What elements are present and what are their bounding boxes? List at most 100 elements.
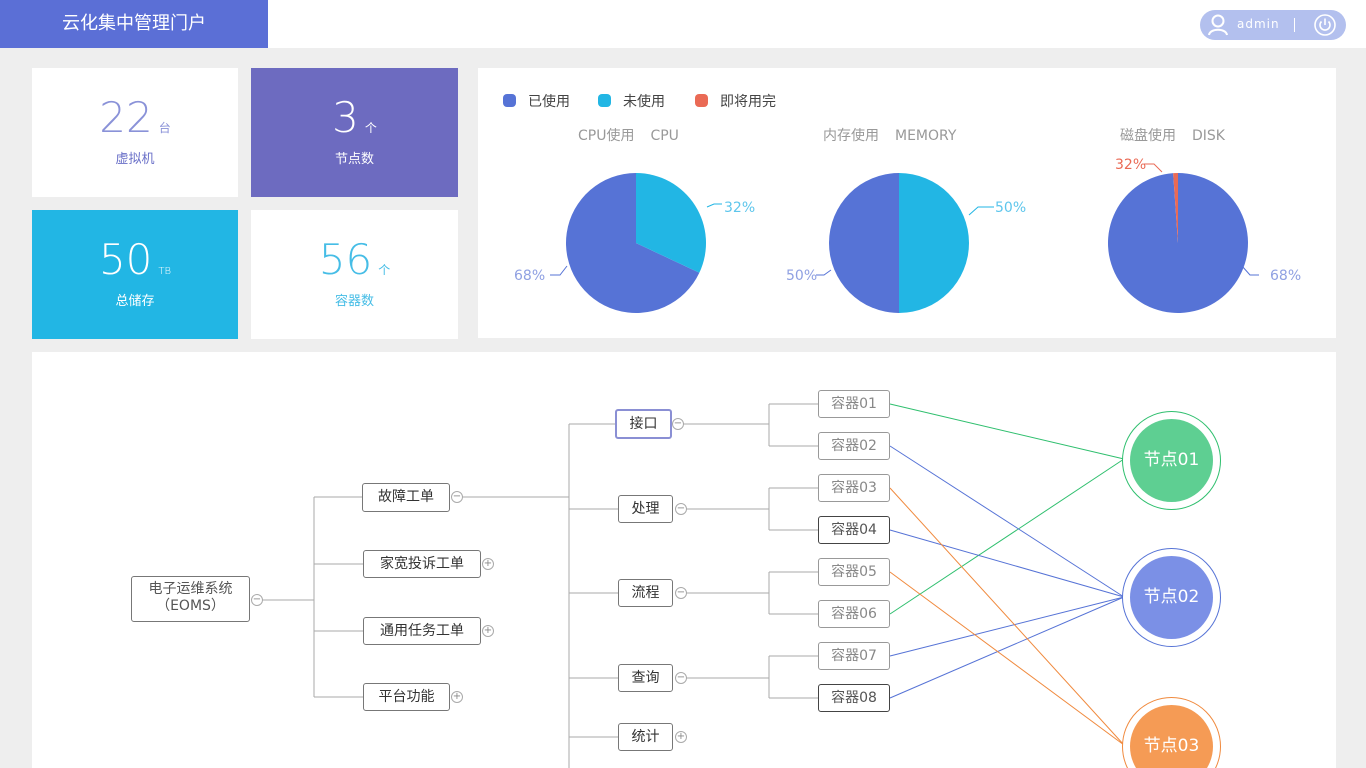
pie-title-disk: 磁盘使用 DISK: [1120, 125, 1225, 145]
host-node-02-label: 节点02: [1130, 556, 1213, 639]
link-green: [889, 403, 1125, 460]
pie-label-almost: 32%: [1115, 157, 1146, 173]
collapse-toggle[interactable]: −: [675, 503, 687, 515]
container-06[interactable]: 容器06: [818, 600, 890, 628]
stat-label: 总储存: [115, 294, 155, 309]
legend-almost[interactable]: 即将用完: [695, 91, 776, 111]
container-08[interactable]: 容器08: [818, 684, 890, 712]
host-node-01-label: 节点01: [1130, 419, 1213, 502]
host-node-03[interactable]: 节点03: [1122, 697, 1221, 768]
legend-swatch: [598, 94, 611, 107]
pie-leader-line: [816, 269, 832, 276]
pie-slice-used[interactable]: [1107, 173, 1248, 313]
legend-label: 未使用: [623, 94, 665, 110]
expand-toggle[interactable]: +: [482, 558, 494, 570]
pie-title-cn: CPU使用: [578, 128, 635, 144]
pie-slice-used[interactable]: [566, 173, 700, 314]
pie-title-en: MEMORY: [895, 128, 957, 144]
legend-label: 已使用: [528, 94, 570, 110]
tree-node-workflow[interactable]: 流程: [618, 579, 673, 607]
tree-node-interface[interactable]: 接口: [615, 409, 672, 439]
container-03[interactable]: 容器03: [818, 474, 890, 502]
stat-value: 56: [318, 235, 373, 284]
tree-root-node[interactable]: 电子运维系统 （EOMS）: [131, 576, 250, 622]
pie-cpu: 32% 68%: [514, 173, 755, 314]
root-subtitle: （EOMS）: [156, 598, 225, 614]
tree-node-process[interactable]: 处理: [618, 495, 673, 523]
pie-slice-free[interactable]: [899, 173, 969, 313]
pie-memory: 50% 50%: [786, 173, 1026, 313]
pie-title-cn: 磁盘使用: [1120, 128, 1176, 144]
node-links: [889, 403, 1125, 746]
pie-title-en: DISK: [1192, 128, 1225, 144]
root-title: 电子运维系统: [148, 581, 233, 597]
stat-card-vm[interactable]: 22 台 虚拟机: [32, 68, 238, 197]
pie-disk: 32% 68%: [1107, 157, 1301, 313]
container-07[interactable]: 容器07: [818, 642, 890, 670]
container-01[interactable]: 容器01: [818, 390, 890, 418]
tree-node-broadband-complaint[interactable]: 家宽投诉工单: [363, 550, 481, 578]
legend-used[interactable]: 已使用: [503, 91, 570, 111]
tree-node-fault-ticket[interactable]: 故障工单: [362, 483, 450, 512]
stat-value: 3: [332, 93, 359, 142]
collapse-toggle[interactable]: −: [672, 418, 684, 430]
stat-label: 节点数: [334, 152, 374, 167]
stat-value: 22: [99, 93, 153, 142]
container-02[interactable]: 容器02: [818, 432, 890, 460]
stat-value: 50: [98, 235, 153, 284]
pie-label-free: 50%: [995, 200, 1026, 216]
stat-unit: 台: [158, 121, 171, 135]
collapse-toggle[interactable]: −: [675, 672, 687, 684]
pie-leader-line: [968, 206, 994, 216]
expand-toggle[interactable]: +: [482, 625, 494, 637]
collapse-toggle[interactable]: −: [675, 587, 687, 599]
pie-slice-free[interactable]: [636, 173, 706, 273]
pie-slice-almost[interactable]: [1173, 173, 1178, 243]
stat-card-containers[interactable]: 56 个 容器数: [251, 210, 458, 339]
app-title: 云化集中管理门户: [0, 0, 268, 48]
tree-node-query[interactable]: 查询: [618, 664, 673, 692]
collapse-toggle[interactable]: −: [451, 491, 463, 503]
pie-leader-line: [706, 203, 722, 208]
container-04[interactable]: 容器04: [818, 516, 890, 544]
legend-swatch: [695, 94, 708, 107]
usage-panel: 已使用 未使用 即将用完 CPU使用 CPU 内存使用 MEMORY 磁盘使用 DIS…: [478, 68, 1336, 338]
pie-label-used: 68%: [514, 268, 545, 284]
stat-card-storage[interactable]: 50 TB 总储存: [32, 210, 238, 339]
pie-label-used: 68%: [1270, 268, 1301, 284]
tree-node-platform[interactable]: 平台功能: [363, 683, 450, 711]
expand-toggle[interactable]: +: [451, 691, 463, 703]
host-node-03-label: 节点03: [1130, 705, 1213, 768]
power-icon[interactable]: [1313, 13, 1337, 37]
link-orange: [889, 571, 1125, 746]
legend-label: 即将用完: [720, 94, 776, 110]
stat-unit: 个: [378, 263, 391, 277]
host-node-01[interactable]: 节点01: [1122, 411, 1221, 510]
link-green: [889, 458, 1125, 615]
collapse-toggle[interactable]: −: [251, 594, 263, 606]
tree-node-general-task[interactable]: 通用任务工单: [363, 617, 481, 645]
usage-pies: 32% 68% 50% 50% 32% 68%: [514, 157, 1301, 314]
link-blue: [889, 596, 1125, 699]
pie-label-free: 32%: [724, 200, 755, 216]
host-node-02[interactable]: 节点02: [1122, 548, 1221, 647]
link-blue: [889, 596, 1125, 657]
pie-leader-line: [1144, 163, 1163, 173]
stat-unit: 个: [364, 121, 377, 135]
pie-leader-line: [1241, 265, 1259, 276]
pie-slice-used[interactable]: [829, 173, 899, 313]
legend-free[interactable]: 未使用: [598, 91, 665, 111]
link-blue: [889, 445, 1125, 598]
topology-panel: 电子运维系统 （EOMS） − 故障工单 − 家宽投诉工单 + 通用任务工单 +…: [32, 352, 1336, 768]
pie-title-en: CPU: [650, 128, 679, 144]
expand-toggle[interactable]: +: [675, 731, 687, 743]
pie-label-used: 50%: [786, 268, 817, 284]
user-menu[interactable]: admin: [1200, 10, 1346, 40]
container-05[interactable]: 容器05: [818, 558, 890, 586]
stat-label: 容器数: [334, 294, 374, 309]
stat-label: 虚拟机: [115, 152, 155, 167]
tree-node-statistics[interactable]: 统计: [618, 723, 673, 751]
pie-title-memory: 内存使用 MEMORY: [823, 125, 956, 145]
pie-title-cpu: CPU使用 CPU: [578, 125, 679, 145]
